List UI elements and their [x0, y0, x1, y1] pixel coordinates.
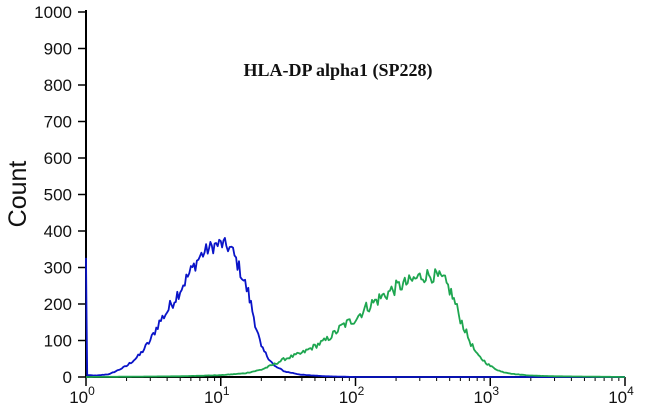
y-tick-label: 900 — [44, 40, 72, 59]
x-tick-label: 102 — [339, 384, 365, 405]
x-tick-label: 100 — [69, 384, 95, 405]
y-tick-label: 600 — [44, 149, 72, 168]
y-tick-label: 800 — [44, 76, 72, 95]
x-tick-label: 103 — [473, 384, 499, 405]
y-tick-label: 0 — [63, 368, 72, 387]
y-axis-label: Count — [4, 161, 32, 228]
y-tick-group: 0 100 200 300 400 500 600 700 800 900 1000 — [34, 3, 86, 387]
series-line-1 — [85, 237, 625, 378]
y-tick-label: 200 — [44, 295, 72, 314]
y-tick-label: 500 — [44, 186, 72, 205]
y-tick-label: 100 — [44, 332, 72, 351]
y-tick-label: 300 — [44, 259, 72, 278]
y-tick-label: 400 — [44, 222, 72, 241]
y-tick-label: 1000 — [34, 3, 72, 22]
series-line-2 — [86, 268, 625, 378]
x-tick-label: 101 — [204, 384, 230, 405]
x-tick-group: 100 101 102 103 104 — [69, 377, 634, 405]
y-tick-label: 700 — [44, 113, 72, 132]
series-group — [85, 237, 625, 378]
x-tick-label: 104 — [608, 384, 634, 405]
chart-title: HLA-DP alpha1 (SP228) — [243, 60, 432, 81]
